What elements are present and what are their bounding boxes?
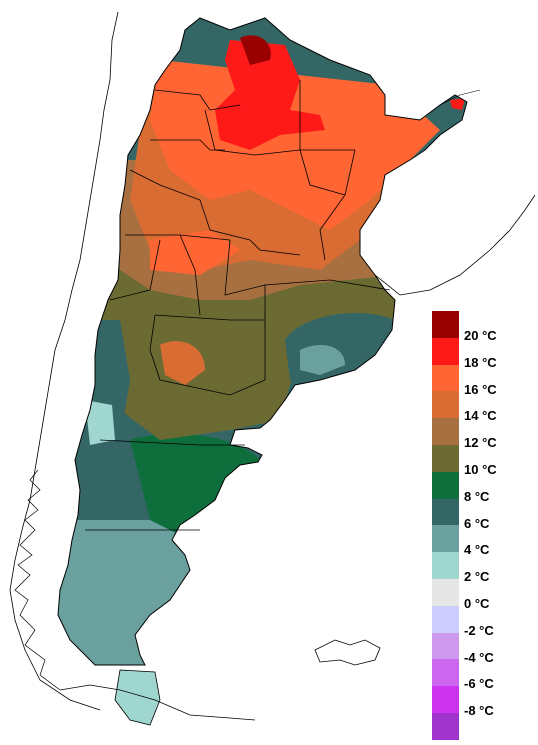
legend-label: 4 °C [464,542,490,558]
legend-label: 18 °C [464,354,497,370]
legend-swatch [432,471,459,499]
legend-row: 6 °C [432,498,532,531]
argentina-outline [57,17,468,666]
legend-label: 20 °C [464,328,497,343]
legend-label: 2 °C [464,569,490,585]
legend-swatch [432,391,459,419]
legend-row: -4 °C [432,632,532,665]
legend-label: 14 °C [464,408,497,424]
chile-outline [9,11,119,711]
legend-row [432,713,532,740]
malvinas-islands [314,639,381,666]
tierra-del-fuego [114,669,161,726]
legend-swatch [432,713,459,740]
legend-swatch [432,552,459,580]
legend-label: 6 °C [464,515,490,531]
uruguay-outline [374,194,536,296]
legend-row: 0 °C [432,579,532,611]
province-borders [85,80,391,531]
legend-row: 10 °C [432,445,532,477]
legend-row: 14 °C [432,391,532,423]
legend-row: 16 °C [432,364,532,397]
legend-row: 18 °C [432,337,532,370]
legend-label: 10 °C [464,462,497,477]
legend-row: 20 °C [432,311,532,343]
legend-label: -6 °C [464,676,494,692]
legend-swatch [432,659,459,687]
northeast-border [439,89,481,106]
legend-label: -2 °C [464,622,494,638]
legend-swatch [432,498,459,526]
legend-row: 2 °C [432,552,532,584]
legend-swatch [432,445,459,472]
chile-coast-fjords [14,469,61,691]
legend-swatch [432,632,459,660]
legend-label: -8 °C [464,703,494,719]
legend-row: 12 °C [432,418,532,450]
legend-row: 8 °C [432,471,532,504]
legend-swatch [432,525,459,553]
legend-row: -6 °C [432,659,532,691]
legend-swatch [432,579,459,606]
legend-row: -2 °C [432,605,532,638]
legend-swatch [432,337,459,365]
legend-label: 16 °C [464,381,497,397]
legend-swatch [432,418,459,446]
legend-label: 0 °C [464,596,490,611]
legend-swatch [432,364,459,392]
legend-swatch [432,311,459,338]
legend-label: 12 °C [464,435,497,451]
legend-swatch [432,605,459,633]
legend-swatch [432,686,459,714]
legend-label: -4 °C [464,649,494,665]
legend-label: 8 °C [464,488,490,504]
legend-row: 4 °C [432,525,532,557]
legend-row: -8 °C [432,686,532,718]
tierra-del-fuego-coast [59,684,256,721]
